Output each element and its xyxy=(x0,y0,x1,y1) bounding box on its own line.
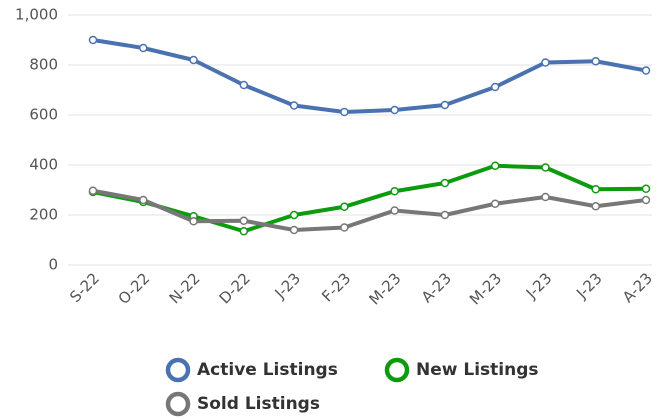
y-tick-label: 1,000 xyxy=(15,6,58,24)
data-point xyxy=(239,80,249,90)
data-point xyxy=(641,195,651,205)
data-point xyxy=(289,210,299,220)
data-point xyxy=(340,202,349,211)
data-point xyxy=(289,225,299,235)
x-tick-label: A-23 xyxy=(418,269,455,306)
data-point xyxy=(390,206,399,215)
data-point xyxy=(641,66,651,75)
data-point xyxy=(340,107,349,117)
data-point xyxy=(591,57,600,66)
x-tick-label: O-22 xyxy=(115,269,154,308)
y-tick-label: 0 xyxy=(48,256,58,274)
x-tick-label: M-23 xyxy=(365,269,404,308)
data-point xyxy=(541,58,550,67)
data-point xyxy=(541,163,550,172)
legend-label: Sold Listings xyxy=(197,394,320,414)
series-line xyxy=(92,188,647,232)
y-tick-label: 600 xyxy=(29,106,58,124)
x-tick-label: S-22 xyxy=(66,269,103,306)
data-point xyxy=(139,43,148,53)
legend-marker xyxy=(165,391,191,417)
data-point xyxy=(239,216,249,225)
data-point xyxy=(239,227,249,236)
series-line xyxy=(92,38,647,114)
data-point xyxy=(139,195,148,205)
data-point xyxy=(591,185,600,194)
y-tick-label: 400 xyxy=(29,156,58,174)
data-point xyxy=(490,161,500,170)
data-point xyxy=(440,210,450,220)
y-tick-label: 200 xyxy=(29,206,58,224)
data-point xyxy=(390,187,399,196)
data-point xyxy=(390,105,399,115)
data-point xyxy=(189,55,198,65)
legend-label: Active Listings xyxy=(197,360,338,380)
x-tick-label: M-23 xyxy=(466,269,505,308)
data-point xyxy=(189,217,198,226)
x-tick-label: J-23 xyxy=(572,269,606,303)
data-point xyxy=(340,223,349,232)
x-tick-label: A-23 xyxy=(619,269,656,306)
data-point xyxy=(440,178,450,188)
x-tick-label: F-23 xyxy=(318,269,354,305)
x-tick-label: J-23 xyxy=(271,269,305,303)
data-point xyxy=(440,100,450,110)
data-point xyxy=(88,35,98,45)
data-point xyxy=(591,202,600,211)
legend-marker xyxy=(384,357,410,383)
legend-marker xyxy=(165,357,191,383)
data-point xyxy=(490,199,500,208)
x-tick-label: D-22 xyxy=(216,269,254,307)
data-point xyxy=(490,82,500,92)
series-line xyxy=(92,163,647,234)
data-point xyxy=(641,184,651,193)
y-tick-label: 800 xyxy=(29,56,58,74)
data-point xyxy=(289,101,299,110)
data-point xyxy=(541,192,550,202)
x-tick-label: J-23 xyxy=(522,269,556,303)
x-tick-label: N-22 xyxy=(166,269,204,307)
legend-label: New Listings xyxy=(416,360,539,380)
data-point xyxy=(88,186,98,195)
